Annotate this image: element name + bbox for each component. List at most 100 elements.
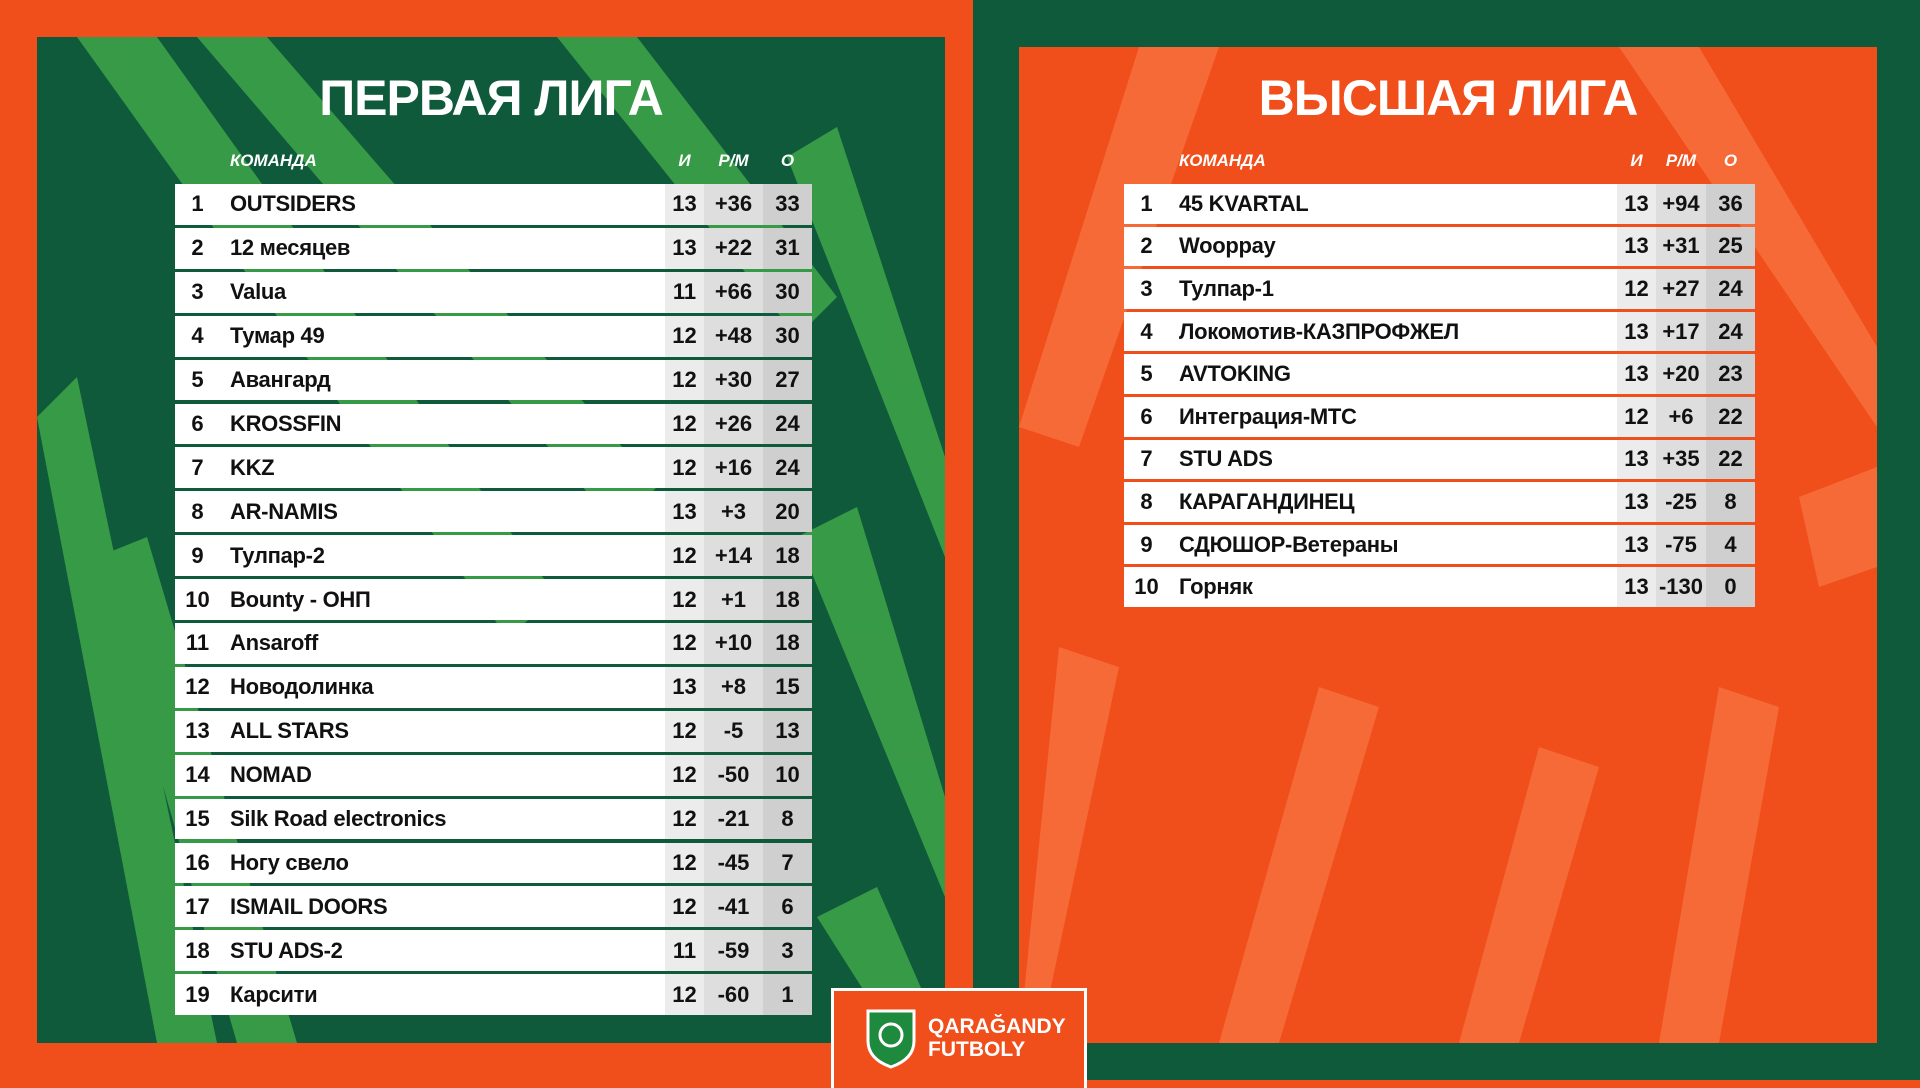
played: 11 <box>665 271 704 313</box>
goal-difference: +48 <box>704 315 763 357</box>
table-row: 5 Авангард 12 +30 27 <box>175 359 812 401</box>
goal-difference: +26 <box>704 403 763 445</box>
team-name: STU ADS <box>1169 439 1617 480</box>
team-name: OUTSIDERS <box>220 184 665 225</box>
goal-difference: +30 <box>704 359 763 401</box>
goal-difference: -75 <box>1656 524 1706 565</box>
rank: 16 <box>175 842 220 884</box>
column-header: КОМАНДА <box>230 151 317 170</box>
played: 12 <box>665 447 704 489</box>
points: 8 <box>763 798 812 840</box>
played: 13 <box>1617 184 1656 224</box>
played: 13 <box>665 184 704 225</box>
rank: 7 <box>1124 439 1169 480</box>
table-row: 4 Локомотив-КАЗПРОФЖЕЛ 13 +17 24 <box>1124 311 1755 352</box>
table-row: 2 12 месяцев 13 +22 31 <box>175 227 812 269</box>
played: 12 <box>665 403 704 445</box>
points: 18 <box>763 579 812 620</box>
table-row: 3 Тулпар-1 12 +27 24 <box>1124 269 1755 309</box>
rank: 2 <box>1124 226 1169 267</box>
team-name: Тумар 49 <box>220 315 665 357</box>
team-name: Локомотив-КАЗПРОФЖЕЛ <box>1169 311 1617 352</box>
team-name: Тулпар-2 <box>220 535 665 577</box>
points: 20 <box>763 491 812 533</box>
points: 6 <box>763 886 812 928</box>
table-row: 14 NOMAD 12 -50 10 <box>175 754 812 796</box>
goal-difference: +94 <box>1656 184 1706 224</box>
points: 24 <box>1706 269 1755 309</box>
column-header: О <box>1723 151 1738 170</box>
rank: 8 <box>1124 482 1169 522</box>
top-league-frame: ВЫСШАЯ ЛИГА 1 45 KVARTAL 13 +94 36 2 Wooppay 13… <box>973 0 1920 1080</box>
rank: 10 <box>1124 567 1169 607</box>
rank: 18 <box>175 930 220 972</box>
background-stripes <box>1019 47 1877 1043</box>
rank: 5 <box>175 359 220 401</box>
team-name: AR-NAMIS <box>220 491 665 533</box>
points: 31 <box>763 227 812 269</box>
played: 12 <box>665 359 704 401</box>
rank: 9 <box>1124 524 1169 565</box>
standings-table: 1 45 KVARTAL 13 +94 36 2 Wooppay 13 +31 25 3 Тулпар… <box>1124 184 1755 624</box>
team-name: 45 KVARTAL <box>1169 184 1617 224</box>
played: 13 <box>1617 439 1656 480</box>
rank: 6 <box>175 403 220 445</box>
rank: 6 <box>1124 397 1169 437</box>
standings-table: 1 OUTSIDERS 13 +36 33 2 12 месяцев 13 +22 31 3 Valu… <box>175 184 812 1039</box>
column-header: Р/М <box>1665 151 1697 170</box>
table-row: 11 Ansaroff 12 +10 18 <box>175 623 812 664</box>
table-row: 19 Карсити 12 -60 1 <box>175 974 812 1016</box>
points: 30 <box>763 315 812 357</box>
goal-difference: -60 <box>704 974 763 1016</box>
goal-difference: +3 <box>704 491 763 533</box>
played: 12 <box>665 798 704 840</box>
table-row: 9 Тулпар-2 12 +14 18 <box>175 535 812 577</box>
goal-difference: -41 <box>704 886 763 928</box>
team-name: Ansaroff <box>220 623 665 664</box>
played: 12 <box>1617 269 1656 309</box>
points: 0 <box>1706 567 1755 607</box>
played: 12 <box>665 886 704 928</box>
goal-difference: +66 <box>704 271 763 313</box>
points: 4 <box>1706 524 1755 565</box>
played: 13 <box>1617 482 1656 522</box>
points: 24 <box>763 447 812 489</box>
points: 15 <box>763 666 812 708</box>
team-name: Bounty - ОНП <box>220 579 665 620</box>
rank: 12 <box>175 666 220 708</box>
table-row: 8 КАРАГАНДИНЕЦ 13 -25 8 <box>1124 482 1755 522</box>
goal-difference: +1 <box>704 579 763 620</box>
points: 18 <box>763 535 812 577</box>
team-name: Новодолинка <box>220 666 665 708</box>
team-name: KROSSFIN <box>220 403 665 445</box>
goal-difference: +6 <box>1656 397 1706 437</box>
column-header: И <box>678 151 691 170</box>
column-header: КОМАНДА <box>1179 151 1266 170</box>
league-title: ПЕРВАЯ ЛИГА <box>319 70 664 126</box>
table-row: 18 STU ADS-2 11 -59 3 <box>175 930 812 972</box>
points: 25 <box>1706 226 1755 267</box>
table-row: 15 Silk Road electronics 12 -21 8 <box>175 798 812 840</box>
top-league-panel: ВЫСШАЯ ЛИГА 1 45 KVARTAL 13 +94 36 2 Wooppay 13… <box>1019 47 1877 1043</box>
goal-difference: +14 <box>704 535 763 577</box>
played: 12 <box>665 754 704 796</box>
team-name: KKZ <box>220 447 665 489</box>
logo-line: FUTBOLY <box>928 1038 1026 1061</box>
table-row: 10 Горняк 13 -130 0 <box>1124 567 1755 607</box>
column-header: Р/М <box>718 151 749 170</box>
points: 22 <box>1706 439 1755 480</box>
team-name: STU ADS-2 <box>220 930 665 972</box>
played: 12 <box>665 623 704 664</box>
team-name: Valua <box>220 271 665 313</box>
table-row: 5 AVTOKING 13 +20 23 <box>1124 354 1755 394</box>
league-title: ВЫСШАЯ ЛИГА <box>1258 70 1639 126</box>
played: 12 <box>665 535 704 577</box>
table-row: 17 ISMAIL DOORS 12 -41 6 <box>175 886 812 928</box>
table-row: 12 Новодолинка 13 +8 15 <box>175 666 812 708</box>
points: 8 <box>1706 482 1755 522</box>
team-name: Авангард <box>220 359 665 401</box>
rank: 10 <box>175 579 220 620</box>
logo: QARAĞANDY FUTBOLY <box>831 988 1087 1088</box>
goal-difference: -5 <box>704 710 763 752</box>
